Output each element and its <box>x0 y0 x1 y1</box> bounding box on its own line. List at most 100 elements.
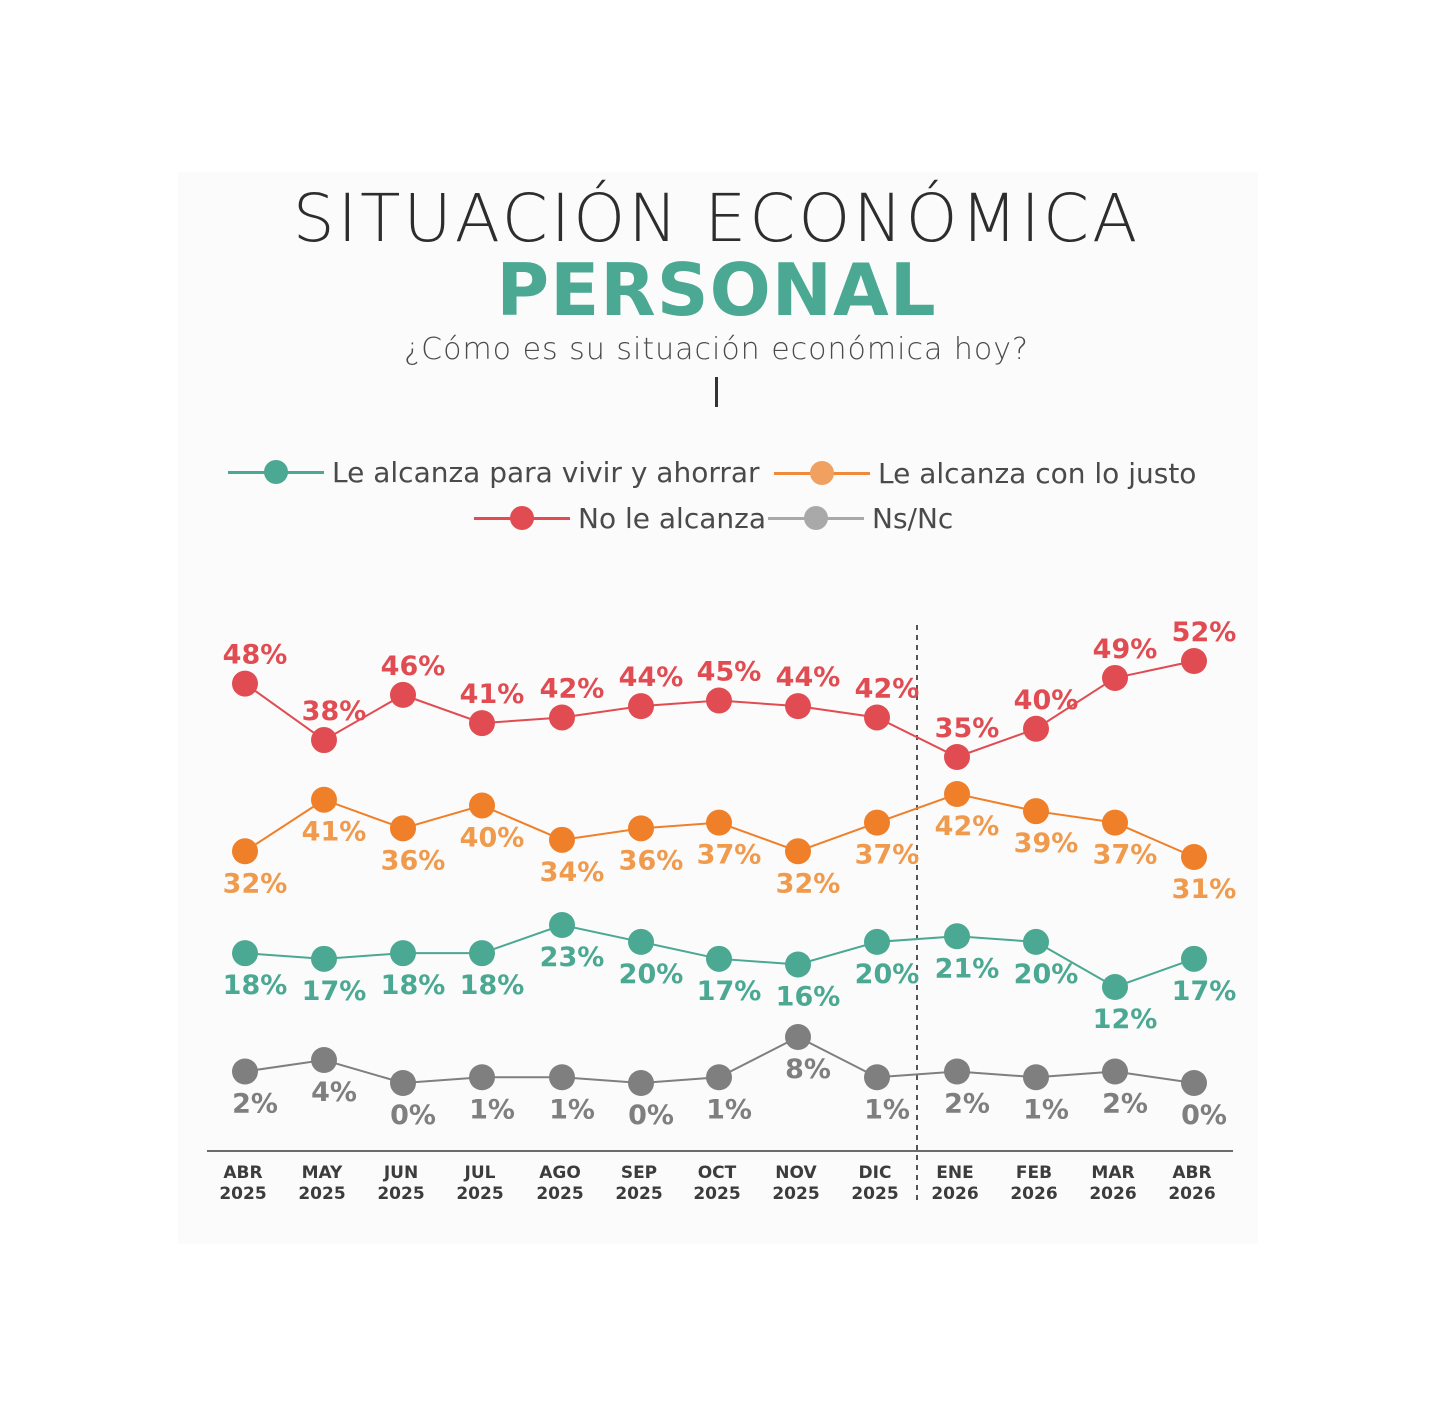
x-tick-label: ENE 2026 <box>931 1163 978 1204</box>
data-label: 18% <box>460 970 525 1001</box>
data-label: 40% <box>460 822 525 853</box>
data-point <box>232 940 258 967</box>
data-point <box>628 928 654 955</box>
data-label: 32% <box>776 868 841 899</box>
data-point <box>944 923 970 950</box>
data-point <box>390 940 416 967</box>
data-label: 23% <box>540 942 605 973</box>
data-point <box>785 1024 811 1050</box>
data-label: 1% <box>469 1094 515 1125</box>
data-point <box>1181 945 1207 972</box>
data-point <box>1023 715 1049 742</box>
x-tick-label: SEP 2025 <box>615 1163 662 1204</box>
data-label: 1% <box>864 1094 910 1125</box>
legend-label-no-alcanza: No le alcanza <box>578 501 766 535</box>
data-point <box>785 838 811 865</box>
data-point <box>232 838 258 865</box>
data-point <box>549 1064 575 1091</box>
data-label: 42% <box>540 673 605 704</box>
data-label: 12% <box>1093 1004 1158 1035</box>
data-label: 42% <box>935 811 1000 842</box>
data-label: 37% <box>697 840 762 871</box>
data-point <box>390 815 416 842</box>
series-3: 18% 17% 18% 18% 23% 20% 17% 16% 20% 21% 20% 12% 17% <box>223 912 1237 1035</box>
data-label: 36% <box>381 845 446 876</box>
data-label: 52% <box>1172 617 1237 648</box>
data-label: 32% <box>223 868 288 899</box>
data-point <box>864 1064 890 1091</box>
legend-swatch-nsnc <box>768 498 864 538</box>
data-point <box>706 809 732 836</box>
legend-label-ahorrar: Le alcanza para vivir y ahorrar <box>332 455 760 489</box>
data-label: 17% <box>1172 976 1237 1007</box>
x-tick-label: JUL 2025 <box>456 1163 503 1204</box>
data-label: 1% <box>1023 1094 1069 1125</box>
data-label: 18% <box>223 970 288 1001</box>
data-label: 2% <box>232 1089 278 1120</box>
x-tick-label: FEB 2026 <box>1010 1163 1057 1204</box>
data-point <box>944 1058 970 1085</box>
legend-label-nsnc: Ns/Nc <box>872 501 954 535</box>
data-label: 37% <box>1093 840 1158 871</box>
data-label: 21% <box>935 953 1000 984</box>
data-label: 39% <box>1014 828 1079 859</box>
legend-swatch-no-alcanza <box>474 498 570 538</box>
data-point <box>549 826 575 853</box>
data-label: 4% <box>311 1077 357 1108</box>
data-point <box>1181 648 1207 674</box>
data-point <box>628 1070 654 1096</box>
chart-title-highlight: PERSONAL <box>496 248 937 332</box>
data-label: 18% <box>381 970 446 1001</box>
data-point <box>311 1047 337 1073</box>
data-point <box>232 670 258 697</box>
x-tick-label: ABR 2026 <box>1168 1163 1215 1204</box>
data-point <box>1181 844 1207 870</box>
data-point <box>1023 1064 1049 1091</box>
data-label: 45% <box>697 657 762 688</box>
data-label: 42% <box>855 673 920 704</box>
data-label: 35% <box>935 713 1000 744</box>
x-tick-label: MAR 2026 <box>1089 1163 1136 1204</box>
data-point <box>1181 1070 1207 1096</box>
data-point <box>785 693 811 720</box>
x-tick-label: NOV 2025 <box>772 1163 819 1204</box>
data-point <box>390 1070 416 1096</box>
data-point <box>311 945 337 972</box>
data-label: 48% <box>223 640 288 671</box>
data-point <box>785 951 811 978</box>
data-point <box>944 744 970 770</box>
data-label: 20% <box>1014 959 1079 990</box>
data-point <box>311 786 337 813</box>
data-label: 46% <box>381 651 446 682</box>
data-point <box>864 704 890 731</box>
data-label: 0% <box>628 1100 674 1131</box>
data-label: 20% <box>855 959 920 990</box>
chart-question: ¿Cómo es su situación económica hoy? <box>404 332 1029 367</box>
data-point <box>311 727 337 754</box>
data-label: 20% <box>619 959 684 990</box>
data-point <box>1102 809 1128 836</box>
data-label: 1% <box>549 1094 595 1125</box>
data-label: 16% <box>776 981 841 1012</box>
text-cursor-mark <box>715 377 718 407</box>
legend-item-justo: Le alcanza con lo justo <box>774 453 1196 493</box>
chart-title: SITUACIÓN ECONÓMICA <box>292 180 1141 257</box>
data-label: 40% <box>1014 685 1079 716</box>
data-point <box>944 781 970 807</box>
data-label: 44% <box>776 662 841 693</box>
data-label: 17% <box>697 976 762 1007</box>
data-point <box>1102 974 1128 1000</box>
data-point <box>628 815 654 842</box>
data-point <box>469 1064 495 1091</box>
data-point <box>706 1064 732 1091</box>
data-point <box>469 940 495 967</box>
data-point <box>1023 928 1049 955</box>
data-label: 8% <box>785 1054 831 1085</box>
data-label: 44% <box>619 662 684 693</box>
legend-swatch-ahorrar <box>228 452 324 492</box>
data-point <box>549 912 575 938</box>
data-point <box>390 681 416 708</box>
x-tick-label: ABR 2025 <box>219 1163 266 1204</box>
series-1: 48% 38% 46% 41% 42% 44% 45% 44% 42% 35% 40% 49% 52% <box>223 617 1237 770</box>
